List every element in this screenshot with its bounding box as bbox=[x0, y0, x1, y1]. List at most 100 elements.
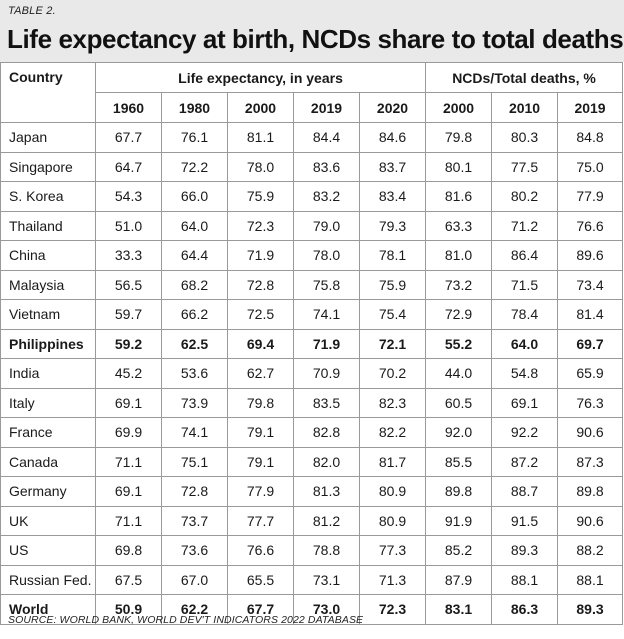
value-cell: 92.2 bbox=[491, 417, 559, 448]
value-cell: 51.0 bbox=[95, 210, 162, 241]
group-header-row: Country Life expectancy, in years NCDs/T… bbox=[0, 62, 624, 123]
value-cell: 65.5 bbox=[227, 564, 294, 595]
value-cell: 71.5 bbox=[491, 269, 559, 300]
value-cell: 64.0 bbox=[491, 328, 559, 359]
table-row: Japan 67.7 76.1 81.1 84.4 84.6 79.8 80.3 84.8 bbox=[0, 122, 624, 153]
table-row: Singapore 64.7 72.2 78.0 83.6 83.7 80.1 77.5 75.… bbox=[0, 151, 624, 182]
value-cell: 79.8 bbox=[227, 387, 294, 418]
value-cell: 82.2 bbox=[358, 417, 427, 448]
value-cell: 88.1 bbox=[557, 564, 624, 595]
value-cell: 70.9 bbox=[293, 358, 360, 389]
value-cell: 73.1 bbox=[293, 564, 360, 595]
year-header-cell: 1980 bbox=[161, 92, 228, 123]
table-row: Philippines 59.2 62.5 69.4 71.9 72.1 55.2 64.0 6… bbox=[0, 328, 624, 359]
value-cell: 50.9 bbox=[95, 594, 162, 625]
value-cell: 69.1 bbox=[95, 476, 162, 507]
country-cell: Vietnam bbox=[0, 299, 96, 330]
table-row: US 69.8 73.6 76.6 78.8 77.3 85.2 89.3 88.2 bbox=[0, 535, 624, 566]
value-cell: 83.4 bbox=[358, 181, 427, 212]
value-cell: 64.0 bbox=[161, 210, 228, 241]
value-cell: 92.0 bbox=[425, 417, 493, 448]
value-cell: 90.6 bbox=[557, 505, 624, 536]
country-cell: US bbox=[0, 535, 96, 566]
value-cell: 79.1 bbox=[227, 446, 294, 477]
value-cell: 77.9 bbox=[227, 476, 294, 507]
year-header-cell: 2000 bbox=[425, 92, 493, 123]
value-cell: 73.9 bbox=[161, 387, 228, 418]
value-cell: 74.1 bbox=[293, 299, 360, 330]
value-cell: 84.4 bbox=[293, 122, 360, 153]
country-cell: Russian Fed. bbox=[0, 564, 96, 595]
value-cell: 80.2 bbox=[491, 181, 559, 212]
value-cell: 73.2 bbox=[425, 269, 493, 300]
value-cell: 70.2 bbox=[358, 358, 427, 389]
value-cell: 79.3 bbox=[358, 210, 427, 241]
value-cell: 72.5 bbox=[227, 299, 294, 330]
value-cell: 74.1 bbox=[161, 417, 228, 448]
table-row: UK 71.1 73.7 77.7 81.2 80.9 91.9 91.5 90.6 bbox=[0, 505, 624, 536]
value-cell: 80.9 bbox=[358, 476, 427, 507]
value-cell: 91.5 bbox=[491, 505, 559, 536]
value-cell: 64.7 bbox=[95, 151, 162, 182]
country-cell: Philippines bbox=[0, 328, 96, 359]
year-header-cell: 1960 bbox=[95, 92, 162, 123]
value-cell: 76.6 bbox=[227, 535, 294, 566]
value-cell: 78.0 bbox=[227, 151, 294, 182]
value-cell: 75.9 bbox=[227, 181, 294, 212]
value-cell: 78.0 bbox=[293, 240, 360, 271]
value-cell: 81.3 bbox=[293, 476, 360, 507]
table-body: Japan 67.7 76.1 81.1 84.4 84.6 79.8 80.3 84.8 Sin… bbox=[0, 122, 624, 625]
value-cell: 72.8 bbox=[227, 269, 294, 300]
value-cell: 83.5 bbox=[293, 387, 360, 418]
table-row: S. Korea 54.3 66.0 75.9 83.2 83.4 81.6 80.2 77.9 bbox=[0, 181, 624, 212]
value-cell: 81.7 bbox=[358, 446, 427, 477]
value-cell: 72.8 bbox=[161, 476, 228, 507]
value-cell: 73.4 bbox=[557, 269, 624, 300]
country-cell: India bbox=[0, 358, 96, 389]
value-cell: 89.3 bbox=[491, 535, 559, 566]
value-cell: 65.9 bbox=[557, 358, 624, 389]
table-row: Russian Fed. 67.5 67.0 65.5 73.1 71.3 87.9 88.1… bbox=[0, 564, 624, 595]
value-cell: 76.1 bbox=[161, 122, 228, 153]
value-cell: 63.3 bbox=[425, 210, 493, 241]
year-header-row: 1960 1980 2000 2019 2020 2000 2010 2019 bbox=[1, 92, 624, 123]
value-cell: 54.8 bbox=[491, 358, 559, 389]
value-cell: 69.1 bbox=[95, 387, 162, 418]
value-cell: 71.9 bbox=[293, 328, 360, 359]
value-cell: 69.1 bbox=[491, 387, 559, 418]
value-cell: 86.3 bbox=[491, 594, 559, 625]
value-cell: 71.3 bbox=[358, 564, 427, 595]
value-cell: 64.4 bbox=[161, 240, 228, 271]
value-cell: 73.7 bbox=[161, 505, 228, 536]
value-cell: 60.5 bbox=[425, 387, 493, 418]
value-cell: 71.9 bbox=[227, 240, 294, 271]
value-cell: 75.1 bbox=[161, 446, 228, 477]
value-cell: 76.3 bbox=[557, 387, 624, 418]
value-cell: 87.3 bbox=[557, 446, 624, 477]
value-cell: 72.9 bbox=[425, 299, 493, 330]
ncd-group-header: NCDs/Total deaths, % bbox=[425, 62, 624, 93]
country-cell: China bbox=[0, 240, 96, 271]
value-cell: 89.6 bbox=[557, 240, 624, 271]
country-cell: France bbox=[0, 417, 96, 448]
country-cell: Germany bbox=[0, 476, 96, 507]
value-cell: 67.0 bbox=[161, 564, 228, 595]
value-cell: 83.6 bbox=[293, 151, 360, 182]
value-cell: 77.7 bbox=[227, 505, 294, 536]
value-cell: 76.6 bbox=[557, 210, 624, 241]
year-header-cell: 2019 bbox=[293, 92, 360, 123]
year-header-cell: 2020 bbox=[358, 92, 427, 123]
value-cell: 67.7 bbox=[227, 594, 294, 625]
table-row: World 50.9 62.2 67.7 73.0 72.3 83.1 86.3 89.3 bbox=[0, 594, 624, 625]
value-cell: 83.7 bbox=[358, 151, 427, 182]
value-cell: 87.2 bbox=[491, 446, 559, 477]
table-row: France 69.9 74.1 79.1 82.8 82.2 92.0 92.2 90.6 bbox=[0, 417, 624, 448]
table-label: TABLE 2. bbox=[8, 5, 56, 17]
country-cell: Singapore bbox=[0, 151, 96, 182]
value-cell: 87.9 bbox=[425, 564, 493, 595]
value-cell: 89.8 bbox=[425, 476, 493, 507]
value-cell: 91.9 bbox=[425, 505, 493, 536]
value-cell: 75.4 bbox=[358, 299, 427, 330]
country-cell: Canada bbox=[0, 446, 96, 477]
value-cell: 75.9 bbox=[358, 269, 427, 300]
